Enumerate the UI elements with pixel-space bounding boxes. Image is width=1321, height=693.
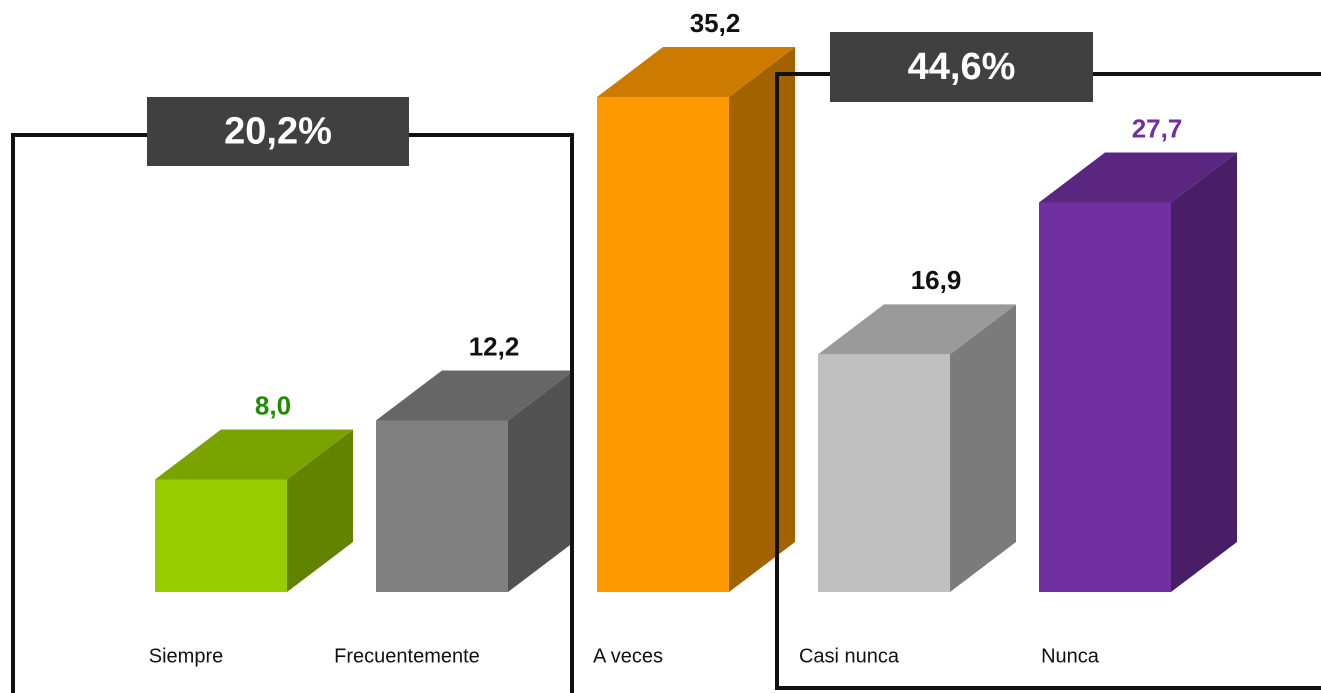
x-tick-label: A veces: [593, 645, 663, 667]
value-label: 12,2: [469, 331, 520, 361]
value-label: 35,2: [690, 8, 741, 38]
bar: [376, 420, 508, 592]
bar: [155, 479, 287, 592]
bar-top: [597, 47, 795, 97]
annotation-box: [147, 97, 409, 166]
x-tick-label: Nunca: [1041, 645, 1100, 667]
bar: [818, 354, 950, 592]
bar-side: [508, 370, 574, 592]
bar-top: [818, 304, 1016, 355]
annotation-box: [830, 32, 1093, 102]
value-label: 8,0: [255, 390, 291, 420]
x-tick-label: Casi nunca: [799, 645, 900, 667]
x-tick-label: Frecuentemente: [334, 645, 480, 667]
bar-top: [1039, 152, 1237, 203]
bar: [1039, 202, 1171, 592]
bar-top: [155, 429, 353, 480]
x-tick-label: Siempre: [149, 645, 223, 667]
annotation: 44,6%: [908, 46, 1016, 88]
bar-top: [376, 370, 574, 421]
bar-side: [729, 47, 795, 592]
bar: [597, 97, 729, 592]
annotation: 20,2%: [224, 111, 332, 153]
bar-side: [950, 304, 1016, 592]
value-label: 16,9: [911, 265, 962, 295]
value-label: 27,7: [1132, 113, 1183, 143]
bar-side: [1171, 152, 1237, 592]
bar-side: [287, 429, 353, 592]
